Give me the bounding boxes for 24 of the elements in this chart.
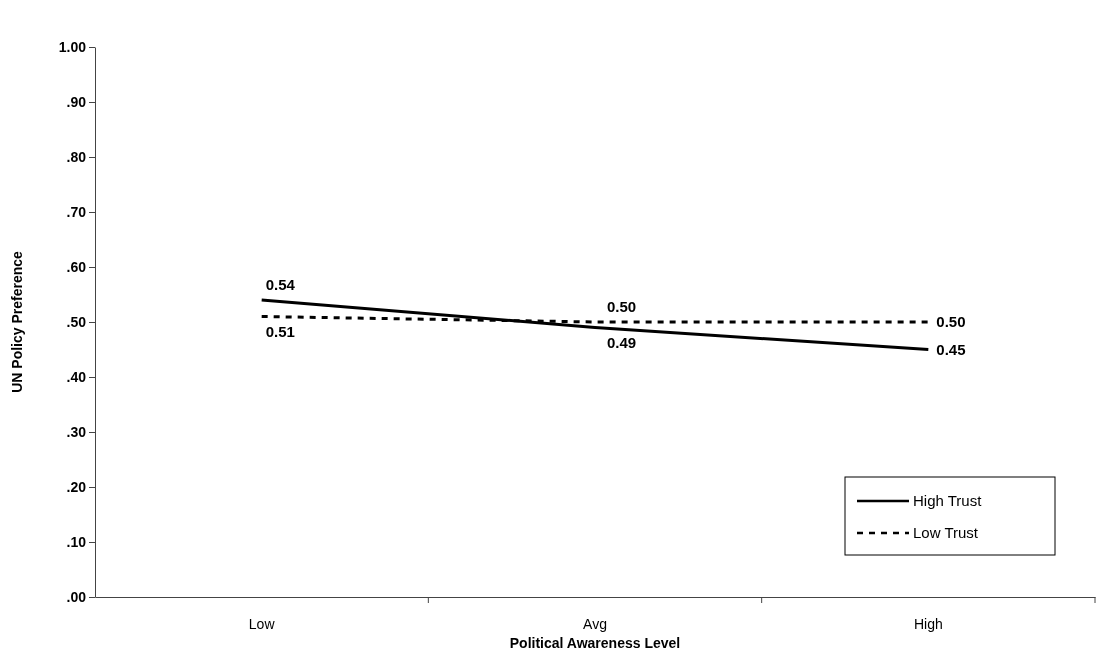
- legend-label: High Trust: [913, 492, 983, 509]
- y-tick-label: 1.00: [58, 38, 87, 55]
- x-tick-label: High: [913, 615, 943, 632]
- y-tick-label: .50: [66, 313, 87, 330]
- data-label: 0.49: [607, 333, 637, 351]
- x-axis-title: Political Awareness Level: [509, 635, 681, 651]
- x-tick-label: Avg: [583, 615, 607, 632]
- y-tick-label: .20: [66, 478, 87, 495]
- x-tick-label: Low: [248, 615, 276, 632]
- y-tick-label: .60: [66, 258, 87, 275]
- y-tick-label: .00: [66, 588, 87, 605]
- data-label: 0.54: [265, 276, 296, 293]
- y-tick-label: .40: [66, 368, 87, 385]
- y-tick-label: .70: [66, 203, 87, 220]
- y-tick-label: .30: [66, 423, 87, 440]
- legend-label: Low Trust: [913, 524, 979, 541]
- data-label: 0.50: [607, 298, 637, 315]
- data-label: 0.51: [265, 322, 295, 340]
- y-tick-label: .10: [66, 533, 87, 550]
- data-label: 0.45: [936, 340, 966, 358]
- y-tick-label: .90: [66, 93, 87, 110]
- y-axis-title: UN Policy Preference: [9, 250, 25, 393]
- y-tick-label: .80: [66, 148, 87, 165]
- data-label: 0.50: [936, 313, 966, 330]
